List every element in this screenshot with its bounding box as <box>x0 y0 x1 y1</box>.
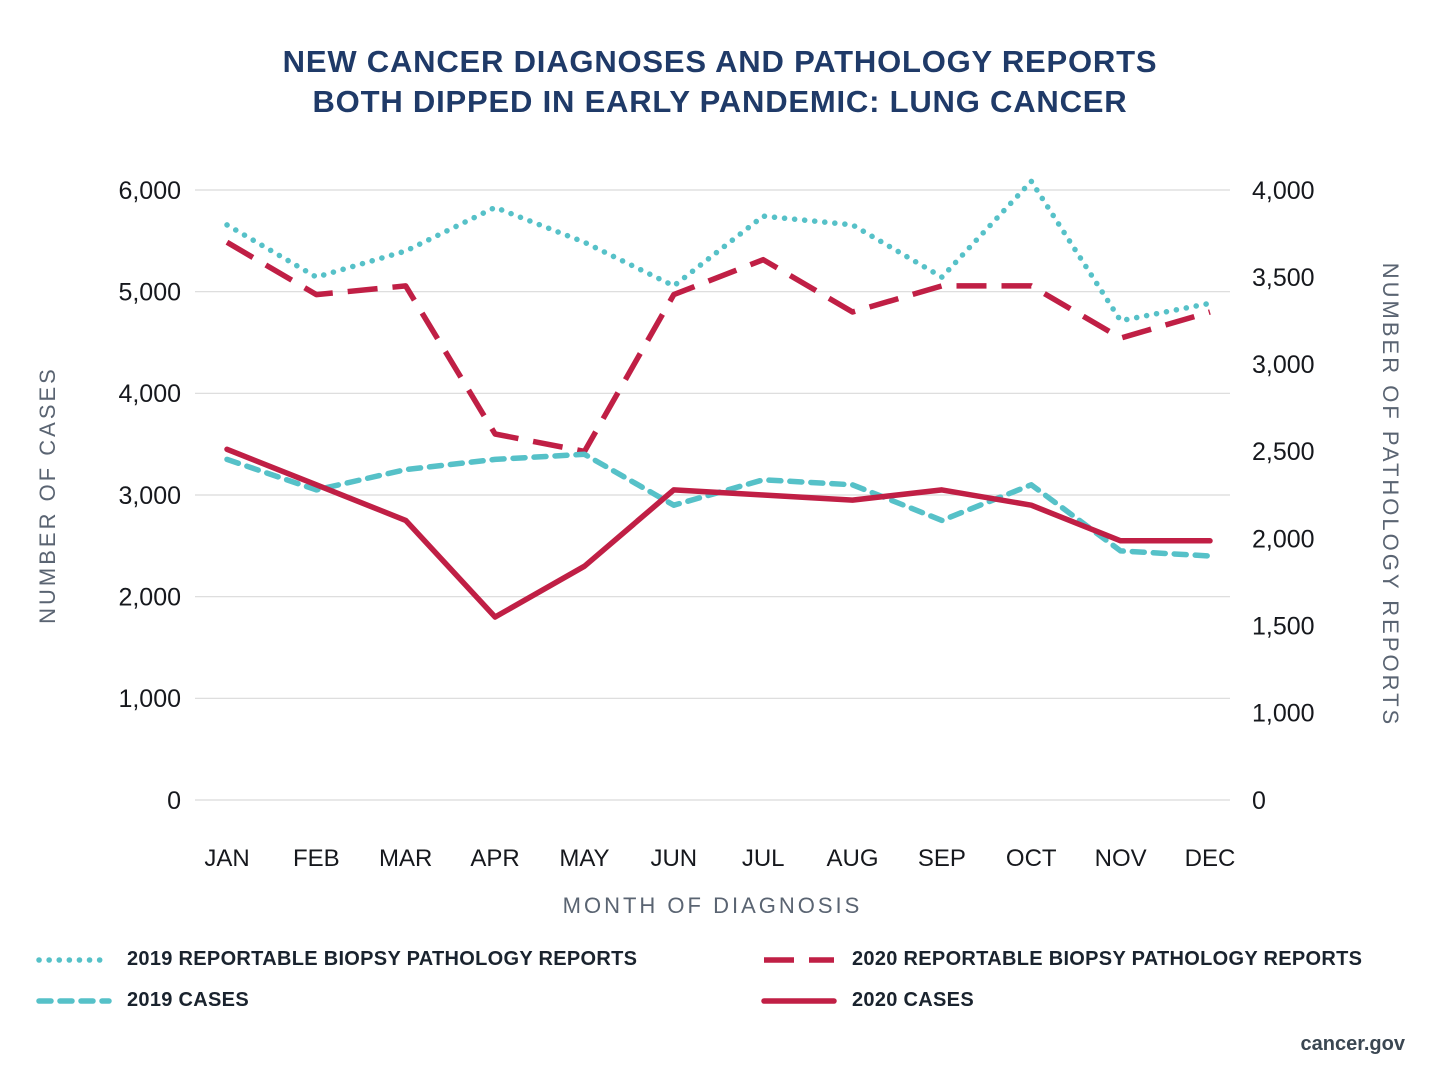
legend-swatch-dotted-teal-icon <box>36 956 112 963</box>
cancer-gov-watermark: cancer.gov <box>1300 1033 1405 1055</box>
legend-label: 2020 CASES <box>852 989 974 1011</box>
x-axis-title: MONTH OF DIAGNOSIS <box>562 893 863 918</box>
left-axis-tick-label: 1,000 <box>118 685 181 713</box>
x-axis-tick-label: MAY <box>559 845 609 872</box>
legend-item-2020-cases: 2020 CASES <box>760 989 1405 1012</box>
line-chart-plot: 0 1,000 2,000 3,000 4,000 5,000 6,000 0 1,000 1,5… <box>118 177 1315 872</box>
legend-swatch-shortdash-teal-icon <box>36 997 112 1004</box>
series-line-0 <box>224 178 1213 324</box>
series-line-3 <box>224 446 1213 620</box>
right-axis-tick-label: 1,500 <box>1252 612 1315 640</box>
series-line-1 <box>225 239 1211 455</box>
x-axis-tick-label: SEP <box>918 845 966 872</box>
right-axis-tick-label: 2,500 <box>1252 438 1315 466</box>
x-axis-tick-label: AUG <box>827 845 879 872</box>
right-axis-tick-label: 1,000 <box>1252 700 1315 728</box>
chart-title: NEW CANCER DIAGNOSES AND PATHOLOGY REPOR… <box>0 42 1440 122</box>
legend-item-2019-pathology: 2019 REPORTABLE BIOPSY PATHOLOGY REPORTS <box>35 948 760 971</box>
legend-label: 2019 REPORTABLE BIOPSY PATHOLOGY REPORTS <box>127 948 638 970</box>
legend-swatch-dashed-crimson-icon <box>764 956 834 963</box>
right-axis-tick-label: 2,000 <box>1252 525 1315 553</box>
legend-swatch-solid-crimson-icon <box>761 997 837 1004</box>
chart-title-line1: NEW CANCER DIAGNOSES AND PATHOLOGY REPOR… <box>282 44 1158 79</box>
right-axis-tick-label: 0 <box>1252 787 1266 815</box>
legend-item-2020-pathology: 2020 REPORTABLE BIOPSY PATHOLOGY REPORTS <box>760 948 1405 971</box>
right-axis-title: NUMBER OF PATHOLOGY REPORTS <box>1378 262 1403 728</box>
x-axis-tick-label: DEC <box>1185 845 1236 872</box>
x-axis-tick-label: OCT <box>1006 845 1057 872</box>
left-axis-title: NUMBER OF CASES <box>35 366 60 624</box>
legend-label: 2020 REPORTABLE BIOPSY PATHOLOGY REPORTS <box>852 948 1363 970</box>
legend-label: 2019 CASES <box>127 989 249 1011</box>
left-axis-tick-label: 3,000 <box>118 482 181 510</box>
right-axis-tick-label: 4,000 <box>1252 177 1315 205</box>
x-axis-tick-label: APR <box>470 845 519 872</box>
left-axis-tick-label: 5,000 <box>118 278 181 306</box>
x-axis-tick-label: NOV <box>1095 845 1147 872</box>
x-axis-tick-label: JUL <box>742 845 785 872</box>
left-axis-tick-label: 0 <box>167 787 181 815</box>
x-axis-tick-label: JUN <box>650 845 697 872</box>
chart-title-line2: BOTH DIPPED IN EARLY PANDEMIC: LUNG CANC… <box>312 84 1128 119</box>
x-axis-tick-label: MAR <box>379 845 432 872</box>
left-axis-tick-label: 6,000 <box>118 177 181 205</box>
legend: 2019 REPORTABLE BIOPSY PATHOLOGY REPORTS… <box>0 948 1405 1012</box>
right-axis-tick-label: 3,500 <box>1252 264 1315 292</box>
x-axis-tick-label: JAN <box>204 845 249 872</box>
left-axis-tick-label: 4,000 <box>118 380 181 408</box>
left-axis-tick-label: 2,000 <box>118 583 181 611</box>
right-axis-tick-label: 3,000 <box>1252 351 1315 379</box>
legend-item-2019-cases: 2019 CASES <box>35 989 760 1012</box>
x-axis-tick-label: FEB <box>293 845 340 872</box>
